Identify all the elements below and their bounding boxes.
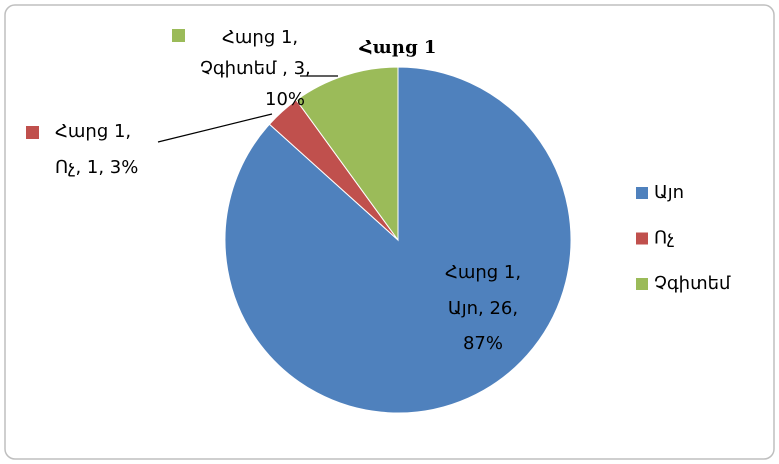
label-swatch	[26, 126, 39, 139]
label-swatch	[172, 29, 185, 42]
legend-label: Ոչ	[654, 228, 674, 249]
data-label: Չգիտեմ , 3,	[200, 58, 311, 79]
legend-swatch	[636, 187, 648, 199]
legend-swatch	[636, 278, 648, 290]
legend-swatch	[636, 232, 648, 245]
data-label: Այո, 26,	[448, 298, 518, 319]
legend-label: Չգիտեմ	[654, 273, 731, 294]
data-label: 87%	[463, 333, 503, 354]
data-label: Ոչ, 1, 3%	[55, 157, 138, 178]
data-label: 10%	[265, 89, 305, 110]
leader-line	[157, 113, 273, 143]
pie-slice	[295, 66, 399, 242]
data-label: Հարց 1,	[55, 121, 131, 142]
legend-label: Այո	[654, 182, 684, 203]
chart-title: Հարց 1	[359, 37, 437, 58]
data-label: Հարց 1,	[445, 262, 521, 283]
pie	[224, 66, 572, 414]
data-label: Հարց 1,	[222, 27, 298, 48]
